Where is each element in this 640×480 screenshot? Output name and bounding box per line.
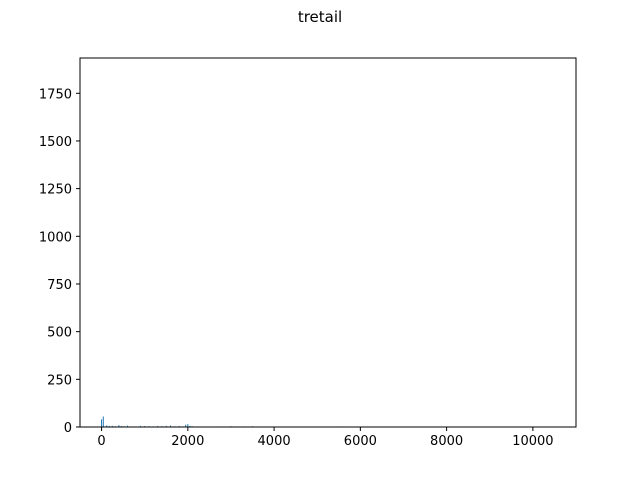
x-tick-label: 8000 <box>430 434 463 449</box>
bar <box>165 425 167 427</box>
bar <box>101 419 103 427</box>
y-tick-label: 1500 <box>39 135 72 150</box>
bar <box>126 425 128 427</box>
bar <box>187 424 189 427</box>
y-tick-label: 500 <box>47 326 72 341</box>
chart-title: tretail <box>298 8 342 26</box>
x-axis: 0 2000 4000 6000 8000 10000 <box>97 427 554 449</box>
x-tick-label: 0 <box>97 434 105 449</box>
bar <box>170 425 172 427</box>
bar <box>106 425 108 427</box>
x-tick-label: 4000 <box>258 434 291 449</box>
y-axis: 0 250 500 750 1000 1250 1500 1750 <box>39 87 80 436</box>
bar <box>139 425 141 427</box>
y-tick-label: 750 <box>47 278 72 293</box>
y-tick-label: 1000 <box>39 230 72 245</box>
x-tick-label: 2000 <box>171 434 204 449</box>
x-tick-label: 6000 <box>344 434 377 449</box>
bar <box>111 425 113 427</box>
x-tick-label: 10000 <box>512 434 553 449</box>
y-tick-label: 250 <box>47 373 72 388</box>
y-tick-label: 1750 <box>39 87 72 102</box>
plot-frame <box>79 57 577 428</box>
y-tick-label: 1250 <box>39 183 72 198</box>
bar <box>189 425 191 427</box>
bar <box>118 425 120 427</box>
bars-group <box>101 416 348 427</box>
y-tick-label: 0 <box>64 421 72 436</box>
bar <box>102 416 104 427</box>
bar <box>185 424 187 427</box>
